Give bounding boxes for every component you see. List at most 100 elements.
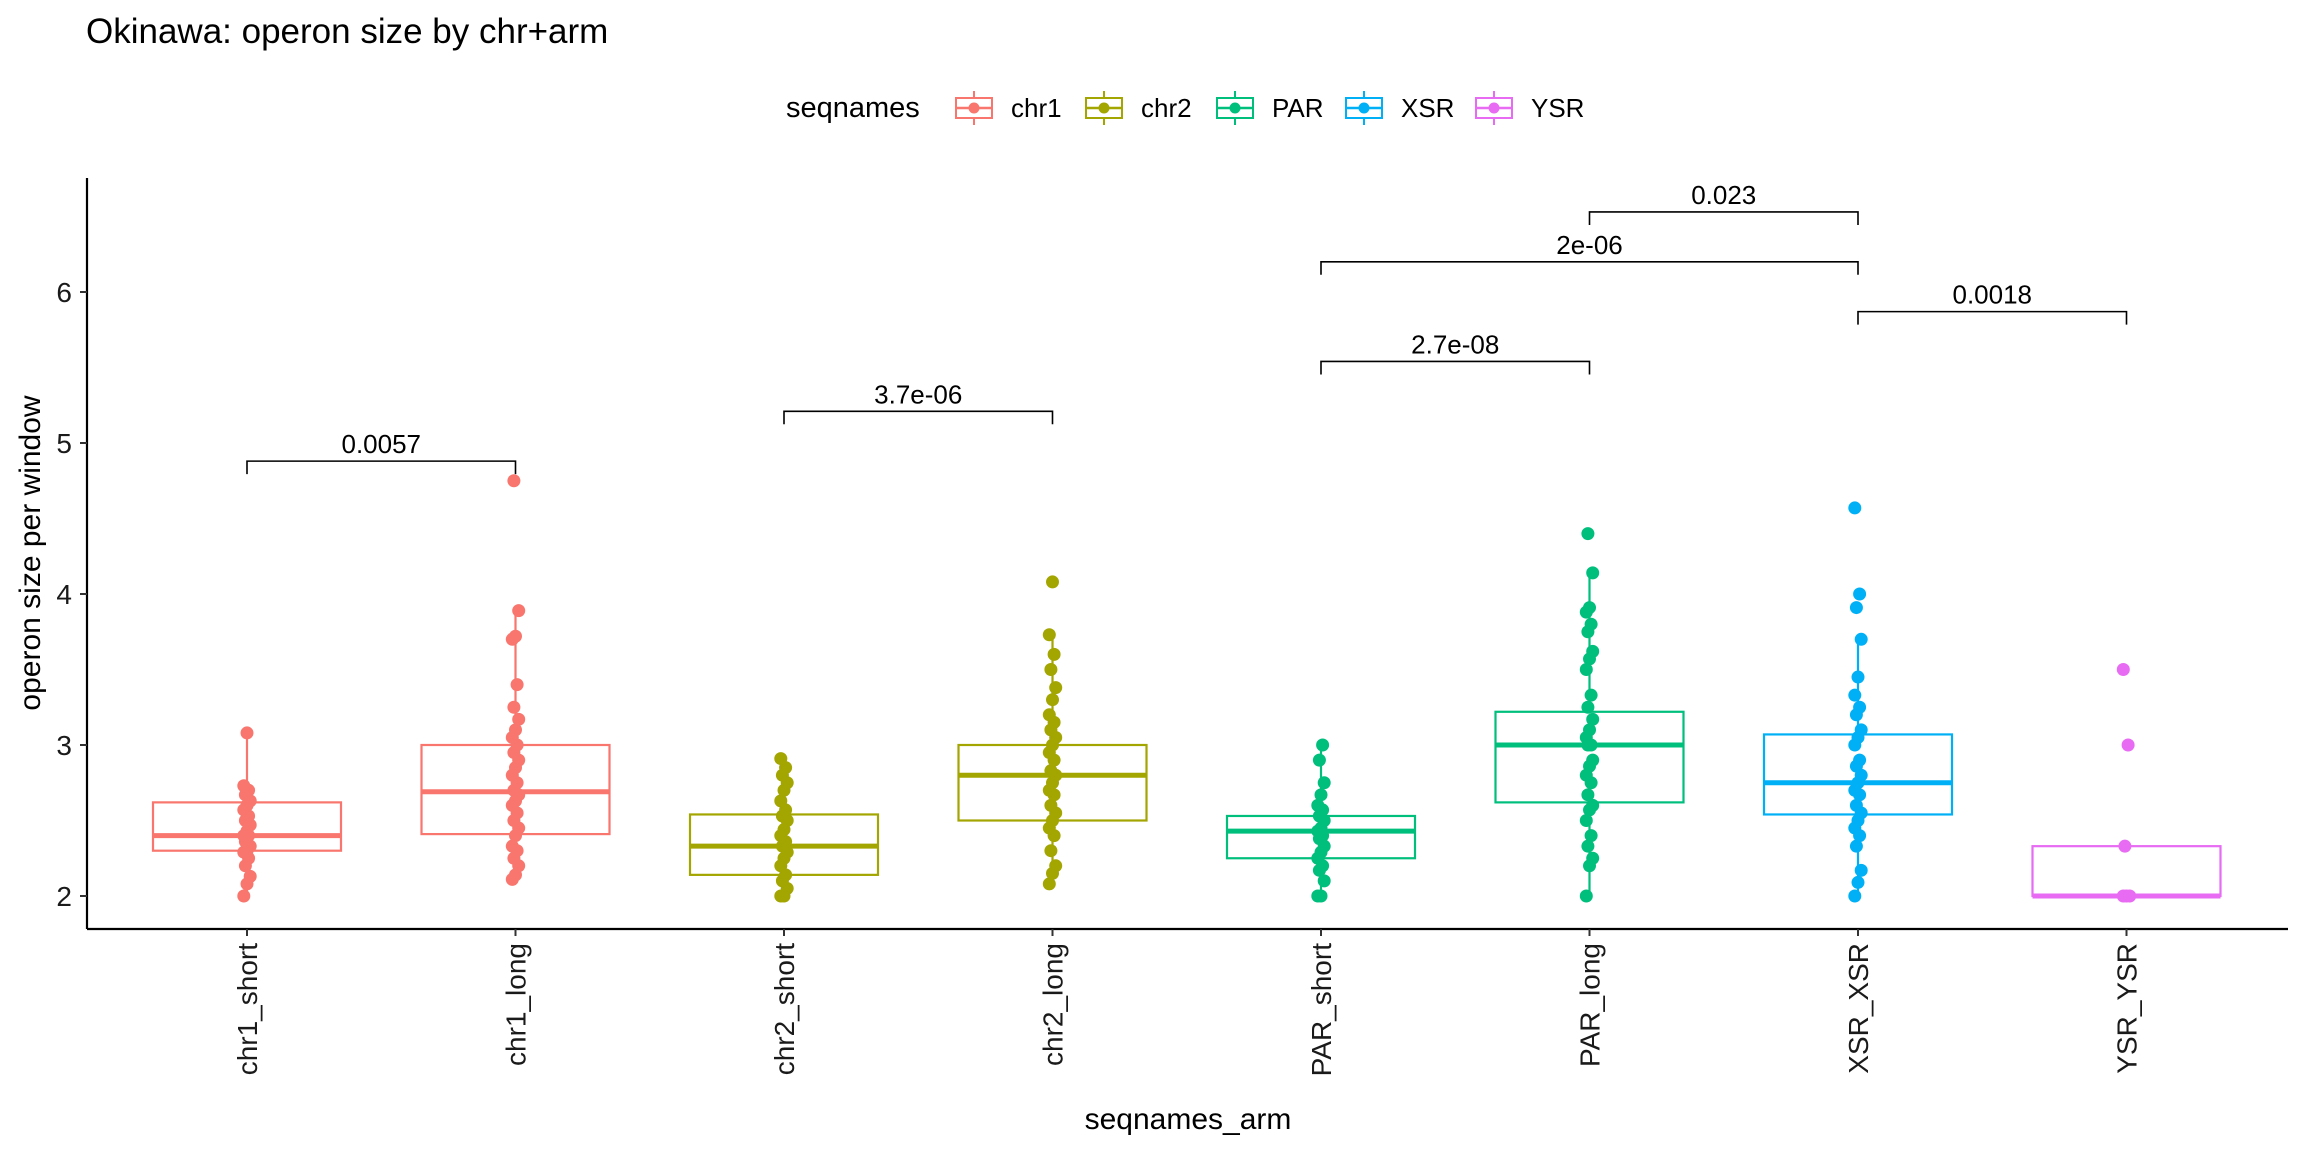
data-point: [237, 889, 251, 903]
legend-key-point: [968, 102, 980, 114]
data-point: [2123, 889, 2137, 903]
data-point: [1851, 670, 1865, 684]
data-point: [1854, 632, 1868, 646]
data-point: [240, 726, 254, 740]
bracket-line: [1320, 261, 1859, 275]
data-point: [1317, 874, 1331, 888]
data-point: [1579, 663, 1593, 676]
data-point: [1044, 764, 1058, 778]
x-tick-label: XSR_XSR: [1843, 943, 1874, 1074]
legend-item-chr2: chr2: [1085, 91, 1192, 125]
data-point: [1586, 753, 1600, 767]
y-axis: 2 3 4 5 6: [56, 178, 89, 929]
box-PAR_short: [1225, 738, 1417, 903]
bracket-line: [1320, 360, 1591, 375]
x-tick-label: chr1_short: [232, 943, 263, 1076]
data-point: [237, 779, 251, 793]
legend-label: YSR: [1531, 93, 1584, 123]
data-point: [1583, 601, 1596, 615]
x-tick-label: PAR_short: [1306, 943, 1337, 1077]
x-axis-title: seqnames_arm: [1085, 1103, 1292, 1136]
data-point: [1314, 788, 1328, 802]
data-point: [1851, 875, 1865, 889]
significance-bracket: 3.7e-06: [783, 379, 1054, 425]
data-point: [1311, 798, 1325, 812]
data-point: [1047, 647, 1061, 661]
data-point: [1586, 851, 1600, 865]
data-point: [505, 839, 519, 853]
box-YSR_YSR: [2031, 663, 2222, 903]
y-axis-title: operon size per window: [14, 395, 47, 711]
legend-key-point: [1488, 102, 1500, 114]
p-value-label: 0.0057: [341, 429, 421, 459]
data-point: [1584, 829, 1598, 843]
data-point: [1584, 688, 1598, 702]
x-tick-label: YSR_YSR: [2112, 943, 2143, 1074]
legend-label: PAR: [1272, 93, 1324, 123]
legend-item-XSR: XSR: [1345, 91, 1454, 125]
y-tick-label: 4: [56, 579, 72, 610]
data-point: [507, 474, 521, 488]
data-point: [1586, 712, 1600, 726]
bracket-line: [783, 410, 1054, 425]
box-chr1_short: [151, 726, 343, 903]
significance-bracket: 2e-06: [1320, 230, 1859, 275]
data-point: [1586, 644, 1600, 658]
data-point: [507, 700, 521, 714]
data-point: [1317, 776, 1331, 790]
data-point: [1581, 527, 1595, 541]
legend-item-PAR: PAR: [1216, 91, 1324, 125]
data-point: [1044, 798, 1058, 812]
legend-item-YSR: YSR: [1475, 91, 1584, 125]
bracket-line: [1857, 310, 2128, 325]
legend-label: chr2: [1141, 93, 1192, 123]
legend: seqnames chr1 chr2 PAR XSR YSR: [786, 91, 1584, 125]
data-point: [1853, 700, 1867, 714]
data-point: [1046, 693, 1059, 707]
data-point: [1042, 708, 1056, 722]
data-point: [1848, 889, 1862, 903]
data-point: [1049, 859, 1063, 873]
legend-item-chr1: chr1: [955, 91, 1062, 125]
data-point: [1848, 688, 1862, 702]
x-axis: chr1_short chr1_long chr2_short chr2_long PA…: [87, 927, 2288, 1077]
legend-key: [1345, 91, 1383, 125]
data-point: [1581, 700, 1595, 714]
data-point: [512, 712, 526, 726]
plot-panel: 0.0057 3.7e-06 2.7e-08 0.0018 2e-06 0.023: [151, 180, 2222, 903]
data-point: [1586, 566, 1600, 580]
data-point: [510, 678, 524, 692]
data-point: [1584, 617, 1598, 631]
x-tick-label: chr2_long: [1038, 943, 1069, 1066]
significance-bracket: 0.0057: [246, 429, 517, 475]
data-point: [2116, 663, 2130, 676]
data-point: [1583, 723, 1596, 737]
box-XSR_XSR: [1762, 501, 1954, 903]
box-chr2_short: [688, 752, 880, 903]
data-point: [1314, 889, 1328, 903]
legend-key-point: [1229, 102, 1241, 114]
x-tick-label: PAR_long: [1575, 943, 1606, 1067]
data-point: [243, 869, 257, 883]
p-value-label: 2.7e-08: [1411, 329, 1499, 359]
box-iqr: [2031, 845, 2222, 898]
legend-key-point: [1098, 102, 1110, 114]
p-value-label: 3.7e-06: [874, 379, 962, 409]
y-tick-label: 5: [56, 428, 72, 459]
data-point: [1849, 601, 1863, 615]
data-point: [512, 604, 526, 618]
legend-key: [955, 91, 993, 125]
p-value-label: 0.023: [1691, 180, 1756, 210]
data-point: [1049, 681, 1063, 695]
x-tick-label: chr1_long: [501, 943, 532, 1066]
legend-key-point: [1358, 102, 1370, 114]
data-point: [1853, 753, 1867, 767]
data-point: [1854, 723, 1868, 737]
legend-key: [1216, 91, 1254, 125]
data-point: [774, 794, 788, 808]
x-tick-label: chr2_short: [769, 943, 800, 1076]
data-point: [1849, 798, 1863, 812]
data-point: [1581, 788, 1595, 802]
p-value-label: 0.0018: [1952, 280, 2032, 310]
